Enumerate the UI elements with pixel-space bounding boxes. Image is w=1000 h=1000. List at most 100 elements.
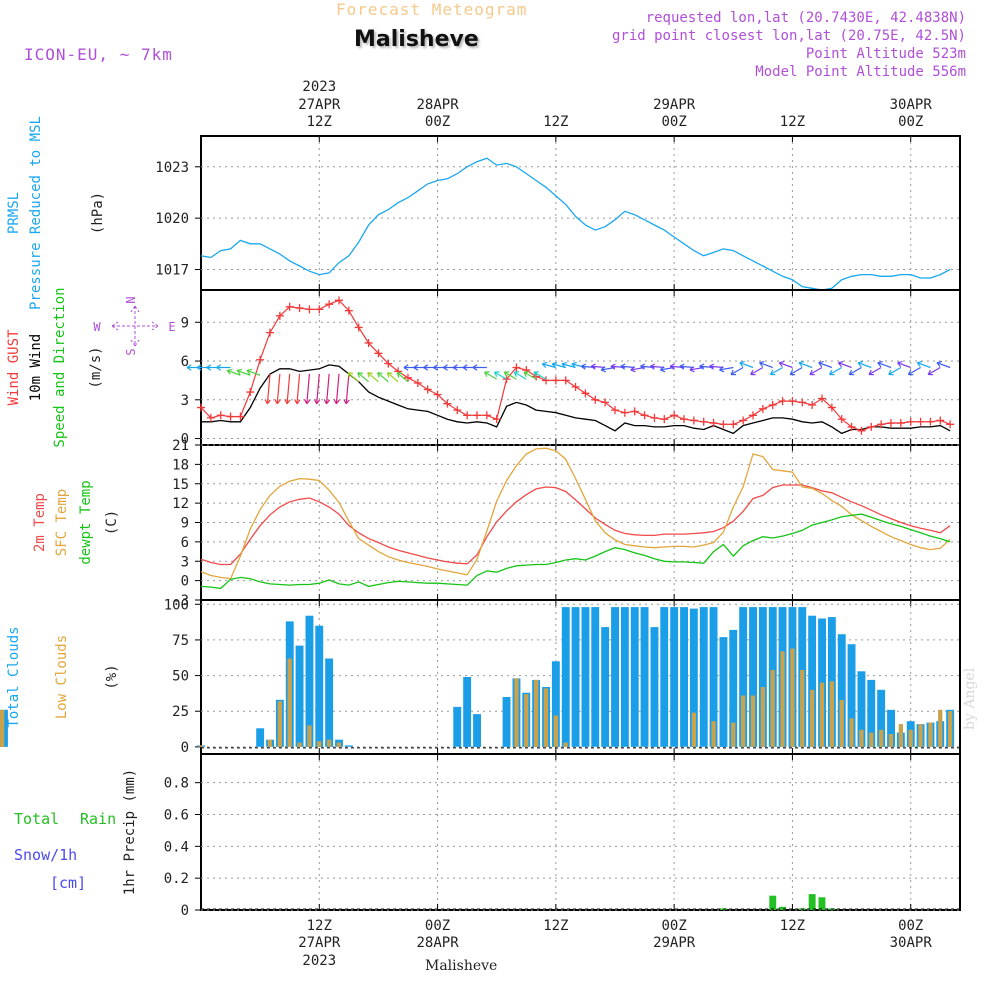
wind-direction-arrow <box>789 366 803 376</box>
wind-direction-arrow <box>868 366 882 376</box>
gust-marker <box>364 338 373 347</box>
total-cloud-bar <box>660 607 669 747</box>
total-cloud-bar <box>670 607 679 747</box>
gust-marker <box>285 302 294 311</box>
gust-marker <box>473 411 481 420</box>
gust-marker <box>936 416 945 425</box>
wind-arrow-head <box>739 361 745 368</box>
gust-marker <box>315 305 324 314</box>
panel-frame-pressure <box>200 135 961 291</box>
wind-arrow-head <box>809 369 815 376</box>
wind-direction-arrow <box>377 372 389 383</box>
wind-direction-arrow <box>335 373 340 404</box>
bottom-time-label: 12Z <box>543 918 568 934</box>
y-tick-label: 0.4 <box>164 839 189 855</box>
y-tick-label: 50 <box>172 669 189 685</box>
gust-marker <box>404 373 412 382</box>
y-tick-label: 0.6 <box>164 807 189 823</box>
wind-arrow-head <box>274 399 281 405</box>
wind-arrow-head <box>769 369 776 376</box>
top-date-label: 28APR <box>416 97 459 113</box>
wind-arrow-head <box>580 363 587 370</box>
wind-arrow-head <box>206 364 212 371</box>
low-cloud-bar <box>810 689 815 747</box>
top-date-label: 29APR <box>653 97 696 113</box>
low-cloud-bar <box>317 741 322 747</box>
wind-direction-arrow <box>396 372 409 383</box>
low-cloud-bar <box>829 681 834 747</box>
panel-label: 2m Temp <box>32 493 48 552</box>
low-cloud-bar <box>839 699 844 747</box>
wind-arrow-head <box>936 361 943 368</box>
wind-arrow-head <box>523 371 530 377</box>
wind-arrow-head <box>610 363 616 370</box>
wind-arrow-head <box>347 372 353 378</box>
total-cloud-bar <box>453 706 462 747</box>
low-cloud-bar <box>918 724 923 747</box>
wind-arrow-head <box>561 361 567 369</box>
compass-west: W <box>93 320 101 334</box>
gust-marker <box>295 304 304 313</box>
wind-direction-arrow <box>936 362 951 369</box>
low-cloud-bar <box>741 695 746 747</box>
total-cloud-bar <box>867 679 876 747</box>
gust-marker <box>877 420 886 429</box>
low-cloud-bar <box>819 682 825 747</box>
gust-marker <box>867 422 876 431</box>
total-cloud-bar <box>640 607 649 747</box>
gust-marker <box>482 411 491 420</box>
wind-arrow-head <box>551 361 558 369</box>
gust-marker <box>581 389 590 398</box>
wind-direction-arrow <box>650 365 665 369</box>
gust-marker <box>453 406 462 415</box>
y-tick-label: 0.8 <box>164 776 189 792</box>
wind-arrow-head <box>513 371 520 377</box>
top-time-label: 12Z <box>543 114 568 130</box>
bottom-time-label: 12Z <box>780 918 805 934</box>
y-tick-label: 0 <box>181 432 189 448</box>
low-cloud-bar <box>287 658 292 747</box>
wind-arrow-head <box>413 364 419 371</box>
low-cloud-bar <box>948 711 953 747</box>
wind-arrow-head <box>216 364 222 371</box>
wind-arrow-head <box>848 369 855 376</box>
total-cloud-bar <box>344 745 353 747</box>
gust-marker <box>591 395 600 404</box>
total-cloud-bar <box>502 697 511 747</box>
y-tick-label: 9 <box>181 315 189 331</box>
rain-bar <box>769 895 777 910</box>
gust-marker <box>946 420 955 429</box>
low-cloud-bar <box>691 712 696 747</box>
gust-marker <box>551 376 560 385</box>
gust-marker <box>650 413 659 422</box>
bottom-time-label: 12Z <box>307 918 332 934</box>
total-cloud-bar <box>591 607 600 747</box>
wind-direction-arrow <box>561 363 576 369</box>
precip-label-cm: [cm] <box>50 874 86 892</box>
total-cloud-bar <box>857 671 866 747</box>
wind-direction-arrow <box>552 363 566 369</box>
wind-arrow-head <box>837 361 844 368</box>
wind-arrow-head <box>877 361 883 368</box>
wind-arrow-head <box>590 363 596 370</box>
wind-arrow-head <box>484 371 490 377</box>
low-cloud-bar <box>888 734 894 747</box>
top-time-label: 00Z <box>898 114 923 130</box>
wind-arrow-head <box>571 361 577 369</box>
total-cloud-bar <box>620 607 629 747</box>
gust-marker <box>226 412 235 421</box>
y-tick-label: 0.2 <box>164 871 189 887</box>
gust-marker <box>512 363 521 372</box>
gust-marker <box>236 412 245 421</box>
total-cloud-bar <box>758 607 767 747</box>
series-line-sfc-temp <box>200 447 951 580</box>
y-tick-label: 1020 <box>155 211 189 227</box>
wind-direction-arrow <box>266 373 271 404</box>
wind-arrow-head <box>246 368 253 375</box>
low-cloud-bar <box>731 722 736 747</box>
y-tick-label: 0 <box>181 740 189 756</box>
total-cloud-bar <box>719 637 728 747</box>
low-cloud-bar <box>770 669 775 747</box>
y-tick-label: 1023 <box>155 160 189 176</box>
wind-arrow-head <box>343 399 350 405</box>
